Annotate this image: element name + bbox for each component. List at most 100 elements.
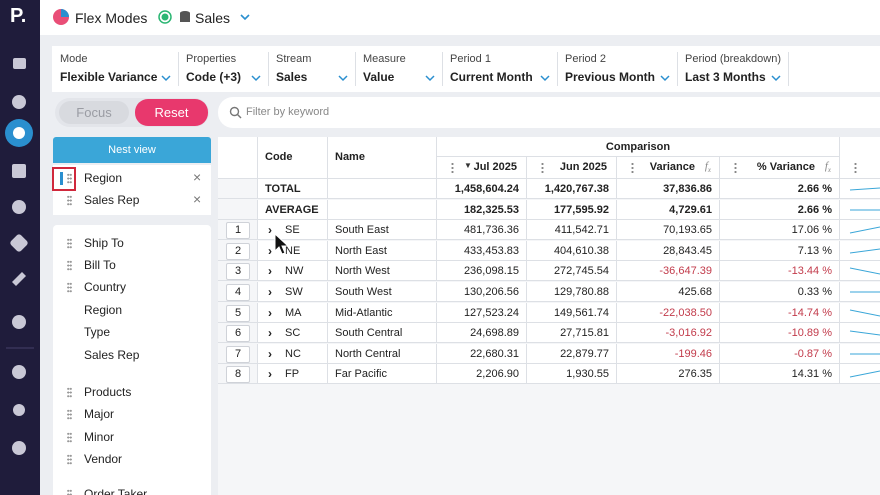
- column-title: Variance: [649, 161, 695, 173]
- field-item[interactable]: Bill To: [84, 258, 116, 272]
- tag-icon[interactable]: [9, 233, 29, 253]
- name-cell: Mid-Atlantic: [328, 302, 437, 323]
- row-index: 7: [218, 343, 258, 364]
- active-marker: [60, 172, 63, 185]
- expand-icon[interactable]: ›: [268, 223, 272, 238]
- field-item[interactable]: Products: [84, 385, 132, 399]
- field-item[interactable]: Region: [84, 303, 123, 317]
- value-cell: 433,453.83: [437, 240, 527, 261]
- field-item[interactable]: Vendor: [84, 452, 123, 466]
- drag-handle: [67, 282, 72, 293]
- filter[interactable]: Measure Value: [363, 46, 442, 92]
- nest-view-button[interactable]: Nest view: [53, 137, 211, 163]
- filter[interactable]: Period 2 Previous Month: [565, 46, 677, 92]
- formula-icon[interactable]: fx: [704, 160, 711, 175]
- column-menu[interactable]: [631, 162, 634, 173]
- code-cell[interactable]: NW ›: [258, 261, 328, 282]
- chevron[interactable]: [425, 74, 435, 82]
- row-index: 2: [218, 240, 258, 261]
- filter-value: Code (+3): [186, 70, 242, 84]
- field-item[interactable]: Minor: [84, 430, 115, 444]
- chevron[interactable]: [251, 74, 261, 82]
- column-header[interactable]: Name: [328, 137, 437, 179]
- filter-divider: [557, 52, 558, 86]
- code-cell[interactable]: MA ›: [258, 302, 328, 323]
- chevron[interactable]: [771, 74, 781, 82]
- column-menu[interactable]: [854, 162, 857, 173]
- field-item[interactable]: Country: [84, 280, 127, 294]
- filter-value: Last 3 Months: [685, 70, 766, 84]
- code-cell[interactable]: SE ›: [258, 220, 328, 241]
- expand-icon[interactable]: ›: [268, 305, 272, 320]
- name-cell: North Central: [328, 343, 437, 364]
- expand-icon[interactable]: ›: [268, 367, 272, 382]
- column-header[interactable]: Variance fx: [617, 157, 720, 179]
- code-cell[interactable]: SW ›: [258, 282, 328, 302]
- expand-icon[interactable]: ›: [268, 243, 272, 258]
- field-item[interactable]: Type: [84, 325, 111, 339]
- column-menu[interactable]: [734, 162, 737, 173]
- code-cell[interactable]: FP ›: [258, 364, 328, 385]
- chevron[interactable]: [161, 74, 171, 82]
- filter[interactable]: Period (breakdown) Last 3 Months: [685, 46, 788, 92]
- field-item[interactable]: Major: [84, 407, 115, 421]
- remove-icon[interactable]: ×: [193, 169, 202, 185]
- chevron[interactable]: [540, 74, 550, 82]
- field-item[interactable]: Order Taker: [84, 487, 148, 495]
- sparkline: [840, 282, 880, 302]
- logo[interactable]: P.: [10, 5, 27, 27]
- column-menu[interactable]: [541, 162, 544, 173]
- expand-icon[interactable]: ›: [268, 326, 272, 341]
- filter[interactable]: Period 1 Current Month: [450, 46, 557, 92]
- dataset-name[interactable]: Sales: [195, 10, 231, 26]
- search-box[interactable]: Filter by keyword: [218, 97, 880, 128]
- field-item[interactable]: Ship To: [84, 236, 124, 250]
- field-item[interactable]: Sales Rep: [84, 348, 140, 362]
- column-menu[interactable]: [451, 162, 454, 173]
- heart-icon[interactable]: [13, 404, 25, 416]
- focus-button[interactable]: Focus: [59, 101, 129, 124]
- expand-icon[interactable]: ›: [268, 346, 272, 361]
- filter[interactable]: Mode Flexible Variance: [60, 46, 178, 92]
- user-icon[interactable]: [12, 315, 26, 329]
- nest-item[interactable]: Region: [84, 171, 123, 185]
- value-cell: 70,193.65: [617, 220, 720, 241]
- column-title: % Variance: [756, 161, 815, 173]
- filter[interactable]: Stream Sales: [276, 46, 355, 92]
- column-header[interactable]: % Variance fx: [720, 157, 840, 179]
- sort-icon[interactable]: ▼: [464, 161, 472, 170]
- row-index: 3: [218, 261, 258, 282]
- chart-icon[interactable]: [12, 95, 26, 109]
- formula-icon[interactable]: fx: [824, 160, 831, 175]
- home-icon[interactable]: [13, 58, 26, 69]
- chevron[interactable]: [338, 74, 348, 82]
- column-header[interactable]: Code: [258, 137, 328, 179]
- expand-icon[interactable]: ›: [268, 264, 272, 279]
- calendar-icon[interactable]: [12, 164, 26, 178]
- reset-button[interactable]: Reset: [135, 99, 208, 126]
- index-box: 3: [226, 263, 250, 281]
- chevron[interactable]: [660, 74, 670, 82]
- code-cell[interactable]: NE ›: [258, 240, 328, 261]
- column-header[interactable]: Jul 2025 ▼: [437, 157, 527, 179]
- expand-icon[interactable]: ›: [268, 285, 272, 299]
- gauge-icon[interactable]: [12, 441, 26, 455]
- column-header[interactable]: Jun 2025: [527, 157, 617, 179]
- filter-label: Mode: [60, 53, 88, 65]
- value-cell: -3,016.92: [617, 323, 720, 344]
- pin-icon[interactable]: [12, 272, 26, 286]
- row-index: 1: [218, 220, 258, 241]
- history-icon[interactable]: [12, 365, 26, 379]
- name-cell: South West: [328, 282, 437, 302]
- code-cell[interactable]: SC ›: [258, 323, 328, 344]
- value-cell: 404,610.38: [527, 240, 617, 261]
- row-index: 8: [218, 364, 258, 385]
- link-icon[interactable]: [12, 200, 26, 214]
- code-cell[interactable]: NC ›: [258, 343, 328, 364]
- filter[interactable]: Properties Code (+3): [186, 46, 268, 92]
- sparkline: [840, 364, 880, 385]
- summary-label: AVERAGE: [258, 199, 328, 220]
- nest-item[interactable]: Sales Rep: [84, 193, 140, 207]
- dataset-chevron[interactable]: [239, 12, 251, 22]
- remove-icon[interactable]: ×: [193, 191, 202, 207]
